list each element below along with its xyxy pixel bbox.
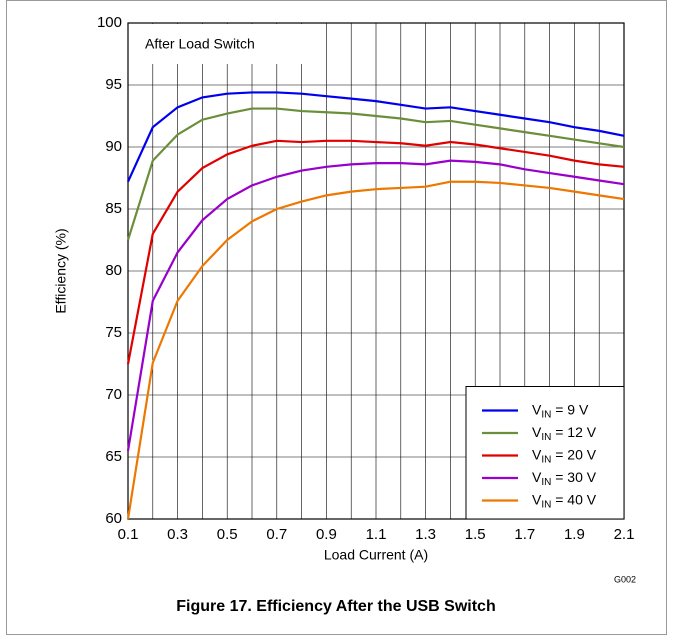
data-line (126, 159, 625, 451)
annotation-box (129, 24, 315, 64)
x-tick-label: 2.1 (614, 526, 635, 543)
legend-label: VIN = 40 V (532, 491, 597, 510)
legend-label: VIN = 12 V (532, 424, 597, 443)
x-tick-label: 0.9 (316, 526, 337, 543)
y-tick-label: 85 (105, 200, 122, 217)
y-axis-label: Efficiency (%) (53, 228, 69, 313)
legend-box (465, 386, 625, 520)
y-tick-label: 100 (97, 14, 122, 31)
x-axis-label: Load Current (A) (324, 547, 428, 563)
data-line (126, 107, 625, 241)
x-tick-label: 1.7 (514, 526, 535, 543)
caption: Figure 17. Efficiency After the USB Swit… (176, 598, 495, 615)
x-tick-label: 1.3 (415, 526, 436, 543)
data-line (126, 91, 625, 183)
data-line (126, 139, 625, 365)
x-tick-label: 1.1 (366, 526, 387, 543)
plot-border (127, 22, 625, 520)
annotation: After Load Switch (145, 36, 255, 52)
x-tick-label: 1.5 (465, 526, 486, 543)
legend-label: VIN = 9 V (532, 401, 589, 420)
x-tick-label: 0.3 (167, 526, 188, 543)
legend-label: VIN = 30 V (532, 469, 597, 488)
x-tick-label: 0.5 (217, 526, 238, 543)
figure-id: G002 (614, 574, 636, 584)
y-tick-label: 65 (105, 448, 122, 465)
data-line (126, 180, 625, 520)
legend-label: VIN = 20 V (532, 446, 597, 465)
y-tick-label: 95 (105, 76, 122, 93)
y-tick-label: 70 (105, 386, 122, 403)
y-tick-label: 90 (105, 138, 122, 155)
y-tick-label: 75 (105, 324, 122, 341)
x-tick-label: 0.1 (118, 526, 139, 543)
y-tick-label: 60 (105, 510, 122, 527)
x-tick-label: 0.7 (266, 526, 287, 543)
x-tick-label: 1.9 (564, 526, 585, 543)
y-tick-label: 80 (105, 262, 122, 279)
